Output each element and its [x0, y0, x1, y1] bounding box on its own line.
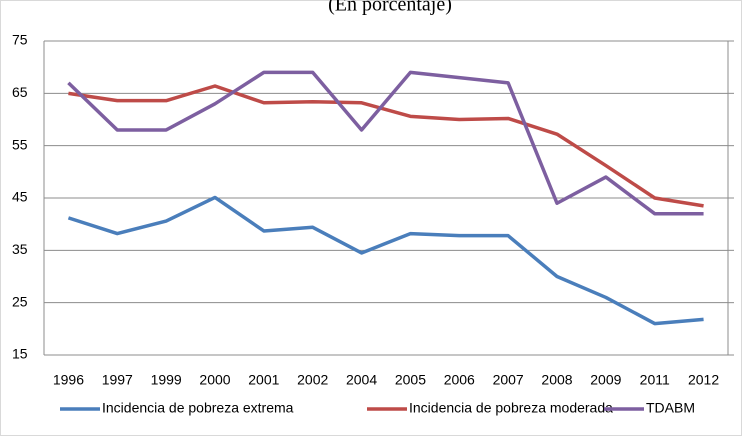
- chart-subtitle: (En porcentaje): [328, 0, 452, 16]
- x-tick-label: 1997: [102, 372, 133, 388]
- x-tick-label: 2009: [590, 372, 621, 388]
- y-tick-label: 75: [12, 32, 28, 48]
- y-tick-label: 35: [12, 241, 28, 257]
- series-line: [67, 195, 704, 326]
- x-tick-label: 2011: [640, 372, 670, 388]
- x-tick-label: 2006: [444, 372, 475, 388]
- series-line: [68, 84, 704, 208]
- x-tick-label: 2012: [688, 372, 719, 388]
- legend-label: TDABM: [646, 400, 695, 416]
- x-tick-label: 1996: [53, 372, 84, 388]
- series-line: [67, 70, 704, 216]
- x-tick-label: 1999: [151, 372, 182, 388]
- x-tick-label: 2001: [248, 372, 279, 388]
- x-tick-label: 2008: [541, 372, 572, 388]
- x-tick-label: 2005: [395, 372, 426, 388]
- y-tick-label: 25: [12, 293, 28, 309]
- legend-label: Incidencia de pobreza moderada: [409, 400, 613, 416]
- x-tick-label: 2002: [297, 372, 328, 388]
- x-tick-label: 2000: [199, 372, 230, 388]
- x-tick-label: 2004: [346, 372, 377, 388]
- x-tick-label: 2007: [493, 372, 524, 388]
- legend-label: Incidencia de pobreza extrema: [102, 400, 294, 416]
- y-tick-label: 65: [12, 84, 28, 100]
- y-tick-label: 45: [12, 189, 28, 205]
- y-tick-label: 55: [12, 136, 28, 152]
- y-tick-label: 15: [12, 346, 28, 362]
